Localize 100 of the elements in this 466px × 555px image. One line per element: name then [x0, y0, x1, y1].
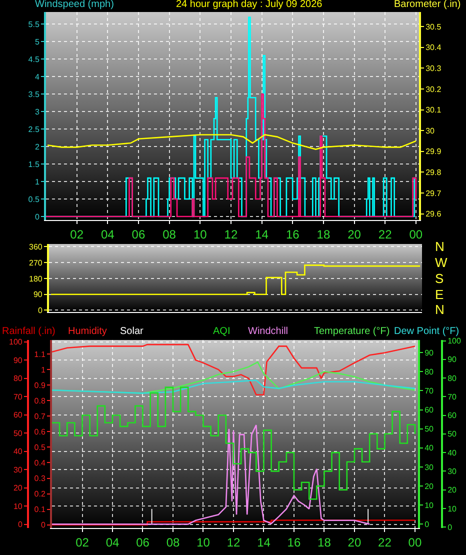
y2-tick-label: 0.9	[34, 380, 46, 390]
y-tick-label: 180	[29, 274, 43, 284]
y-tick-label: 60	[13, 410, 23, 420]
line-series	[46, 134, 417, 150]
y2-tick-label: 30.2	[426, 84, 442, 94]
y2-tick-label: 0.8	[34, 396, 46, 406]
y-tick-label: 2.5	[28, 124, 40, 134]
y-tick-label: 270	[29, 258, 43, 268]
y2-tick-label: 0.3	[34, 474, 46, 484]
y-tick-label: 90	[13, 356, 23, 365]
text: N	[435, 239, 444, 254]
y-tick-label: 90	[424, 348, 434, 358]
x-tick-label: 10	[196, 535, 210, 550]
y2-tick-label: 30	[448, 466, 458, 476]
x-tick-label: 22	[378, 227, 392, 242]
y2-axis-title: Barometer (.in)	[394, 0, 461, 10]
x-tick-label: 00	[409, 227, 423, 242]
text: AQI	[213, 326, 230, 337]
chart-title: 24 hour graph day : July 09 2026	[176, 0, 323, 10]
y2-tick-label: 1.1	[34, 350, 46, 359]
x-tick-label: 06	[132, 227, 146, 242]
y-tick-label: 0	[424, 520, 430, 529]
y2-tick-label: 29.8	[426, 168, 442, 177]
y-tick-label: 5	[34, 38, 40, 47]
y2-tick-label: 70	[448, 392, 458, 402]
y-tick-label: 3	[34, 107, 40, 116]
y2-tick-label: 10	[448, 504, 458, 514]
y2-tick-label: 60	[448, 411, 458, 420]
y-tick-label: 2	[34, 142, 40, 152]
y-tick-label: 10	[13, 502, 23, 511]
y-tick-label: 30	[13, 465, 23, 474]
text: Windchill	[248, 326, 288, 337]
y-tick-label: 0	[18, 520, 23, 530]
y-tick-label: 90	[33, 290, 43, 300]
y-tick-label: 80	[13, 374, 23, 384]
y-tick-label: 70	[424, 386, 434, 396]
y2-tick-label: 29.6	[426, 210, 442, 219]
text: N	[435, 302, 444, 317]
text: Temperature (°F)	[314, 326, 390, 337]
line-series	[52, 380, 416, 394]
y2-tick-label: 30.4	[426, 43, 442, 52]
y2-tick-label: 0.2	[34, 490, 46, 499]
x-tick-label: 18	[318, 535, 332, 550]
y2-tick-label: 20	[448, 486, 458, 495]
y2-tick-label: 30.5	[426, 22, 442, 32]
y2-tick-label: 29.7	[426, 188, 442, 198]
y-tick-label: 60	[424, 406, 434, 415]
y2-tick-label: 50	[448, 430, 458, 439]
y-tick-label: 0.5	[28, 194, 40, 204]
x-tick-label: 14	[255, 227, 269, 242]
y2-tick-label: 30.3	[426, 64, 442, 73]
x-tick-label: 20	[348, 535, 362, 550]
y-tick-label: 0	[34, 212, 40, 222]
y2-tick-label: 40	[448, 448, 458, 458]
y-tick-label: 5.5	[28, 20, 40, 30]
x-tick-label: 12	[224, 227, 238, 242]
y-tick-label: 40	[13, 447, 23, 456]
x-tick-label: 04	[106, 535, 120, 550]
y2-tick-label: 100	[448, 336, 462, 346]
x-tick-label: 08	[162, 227, 176, 242]
x-tick-label: 14	[257, 535, 271, 550]
y-tick-label: 360	[29, 242, 43, 252]
x-tick-label: 00	[408, 535, 422, 550]
y-tick-label: 80	[424, 367, 434, 376]
text: Dew Point (°F)	[394, 326, 460, 337]
y-axis-title: Windspeed (mph)	[35, 0, 114, 10]
y2-tick-label: 80	[448, 374, 458, 383]
y2-tick-label: 0.1	[34, 505, 46, 514]
x-tick-label: 20	[348, 227, 362, 242]
y2-tick-label: 90	[448, 355, 458, 364]
y-tick-label: 1	[34, 177, 40, 186]
y-tick-label: 40	[424, 444, 434, 453]
x-tick-label: 12	[226, 535, 240, 550]
y-tick-label: 0	[38, 306, 43, 316]
y-tick-label: 20	[424, 482, 434, 491]
y-tick-label: 50	[13, 428, 23, 438]
x-tick-label: 22	[378, 535, 392, 550]
x-tick-label: 02	[70, 227, 84, 242]
y-tick-label: 50	[424, 424, 434, 434]
x-tick-label: 18	[316, 227, 330, 242]
x-tick-label: 16	[286, 227, 300, 242]
y2-tick-label: 0.6	[34, 427, 46, 436]
y-tick-label: 20	[13, 484, 23, 493]
y-tick-label: 4.5	[28, 54, 40, 64]
x-tick-label: 02	[76, 535, 90, 550]
y-tick-label: 4	[34, 72, 40, 82]
y-tick-label: 3.5	[28, 90, 40, 99]
y-tick-label: 1.5	[28, 160, 40, 169]
y-tick-label: 10	[424, 500, 434, 510]
x-tick-label: 10	[193, 227, 208, 242]
text: W	[435, 255, 448, 270]
series-label: Humidity	[68, 326, 107, 337]
x-tick-label: 08	[166, 535, 180, 550]
text: E	[435, 287, 444, 302]
y-tick-label: 100	[9, 338, 23, 347]
text: Rainfall (.in)	[2, 326, 56, 337]
x-tick-label: 04	[100, 227, 115, 242]
y2-tick-label: 29.9	[426, 147, 442, 156]
y2-tick-label: 0.4	[34, 458, 46, 468]
text: Solar	[120, 326, 144, 337]
